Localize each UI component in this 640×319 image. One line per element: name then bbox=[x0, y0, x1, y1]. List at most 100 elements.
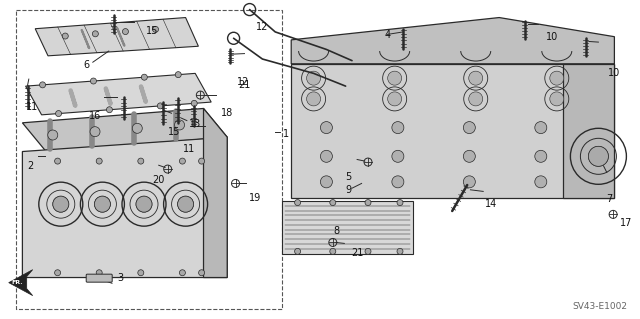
Circle shape bbox=[535, 176, 547, 188]
Circle shape bbox=[463, 176, 476, 188]
Circle shape bbox=[198, 158, 205, 164]
Circle shape bbox=[96, 158, 102, 164]
Text: 2: 2 bbox=[28, 161, 34, 171]
Polygon shape bbox=[291, 18, 614, 64]
Circle shape bbox=[550, 71, 564, 85]
Text: 11: 11 bbox=[26, 102, 38, 112]
Text: 16: 16 bbox=[88, 111, 101, 121]
Circle shape bbox=[392, 176, 404, 188]
Circle shape bbox=[535, 150, 547, 162]
Polygon shape bbox=[22, 108, 227, 152]
Text: 20: 20 bbox=[152, 175, 165, 185]
Circle shape bbox=[54, 158, 61, 164]
Text: 1: 1 bbox=[283, 129, 289, 139]
Text: FR.: FR. bbox=[11, 280, 22, 285]
Circle shape bbox=[179, 158, 186, 164]
Text: 18: 18 bbox=[221, 108, 234, 118]
Text: 19: 19 bbox=[248, 193, 261, 203]
Polygon shape bbox=[26, 73, 211, 115]
Circle shape bbox=[92, 31, 99, 37]
Circle shape bbox=[392, 150, 404, 162]
Circle shape bbox=[397, 200, 403, 205]
Circle shape bbox=[307, 71, 321, 85]
Circle shape bbox=[365, 200, 371, 205]
Circle shape bbox=[388, 92, 402, 106]
Circle shape bbox=[550, 92, 564, 106]
Circle shape bbox=[136, 196, 152, 212]
Circle shape bbox=[321, 150, 332, 162]
Circle shape bbox=[90, 127, 100, 137]
Polygon shape bbox=[35, 18, 198, 56]
Text: 13: 13 bbox=[189, 119, 202, 129]
Text: 12: 12 bbox=[256, 22, 269, 32]
FancyArrowPatch shape bbox=[116, 27, 124, 46]
Circle shape bbox=[294, 200, 301, 205]
Circle shape bbox=[588, 146, 609, 166]
Text: 21: 21 bbox=[238, 79, 251, 90]
Text: 5: 5 bbox=[346, 172, 352, 182]
Circle shape bbox=[141, 74, 147, 80]
Text: 8: 8 bbox=[333, 226, 339, 236]
FancyBboxPatch shape bbox=[86, 274, 112, 282]
Text: 4: 4 bbox=[384, 30, 390, 40]
Circle shape bbox=[463, 122, 476, 134]
Circle shape bbox=[132, 123, 142, 133]
Circle shape bbox=[463, 150, 476, 162]
Circle shape bbox=[40, 82, 45, 88]
Text: 17: 17 bbox=[620, 218, 632, 228]
Circle shape bbox=[294, 249, 301, 254]
Circle shape bbox=[95, 196, 111, 212]
Circle shape bbox=[198, 270, 205, 276]
Circle shape bbox=[106, 107, 113, 113]
Circle shape bbox=[388, 71, 402, 85]
Polygon shape bbox=[22, 137, 227, 278]
Circle shape bbox=[307, 92, 321, 106]
Circle shape bbox=[175, 72, 181, 78]
Circle shape bbox=[122, 29, 129, 34]
Polygon shape bbox=[563, 64, 614, 198]
Polygon shape bbox=[291, 64, 614, 198]
Circle shape bbox=[191, 100, 197, 106]
Text: 9: 9 bbox=[346, 185, 352, 195]
Circle shape bbox=[138, 158, 144, 164]
Text: 15: 15 bbox=[145, 26, 158, 36]
Text: 14: 14 bbox=[485, 198, 498, 209]
Text: 11: 11 bbox=[182, 144, 195, 154]
Polygon shape bbox=[282, 201, 413, 254]
Polygon shape bbox=[9, 270, 33, 296]
Text: 12: 12 bbox=[237, 77, 250, 87]
Circle shape bbox=[330, 200, 336, 205]
Circle shape bbox=[468, 92, 483, 106]
Circle shape bbox=[179, 270, 186, 276]
Circle shape bbox=[321, 176, 332, 188]
Circle shape bbox=[96, 270, 102, 276]
Circle shape bbox=[157, 103, 163, 109]
FancyArrowPatch shape bbox=[81, 30, 89, 48]
Circle shape bbox=[152, 26, 159, 32]
Circle shape bbox=[330, 249, 336, 254]
Text: 10: 10 bbox=[545, 32, 558, 42]
FancyArrowPatch shape bbox=[106, 88, 111, 104]
Circle shape bbox=[138, 270, 144, 276]
Text: SV43-E1002: SV43-E1002 bbox=[572, 302, 627, 311]
Text: 10: 10 bbox=[608, 68, 621, 78]
Text: 7: 7 bbox=[606, 194, 612, 204]
Circle shape bbox=[178, 196, 193, 212]
Text: 21: 21 bbox=[351, 248, 364, 258]
Circle shape bbox=[535, 122, 547, 134]
Text: 6: 6 bbox=[83, 60, 90, 70]
Circle shape bbox=[62, 33, 68, 39]
FancyArrowPatch shape bbox=[70, 90, 76, 106]
Circle shape bbox=[175, 120, 184, 130]
Text: 15: 15 bbox=[168, 127, 180, 137]
Circle shape bbox=[48, 130, 58, 140]
Circle shape bbox=[365, 249, 371, 254]
Circle shape bbox=[468, 71, 483, 85]
Circle shape bbox=[321, 122, 332, 134]
Circle shape bbox=[397, 249, 403, 254]
Text: 3: 3 bbox=[117, 272, 124, 283]
Circle shape bbox=[56, 111, 61, 116]
Circle shape bbox=[90, 78, 97, 84]
Circle shape bbox=[52, 196, 69, 212]
Polygon shape bbox=[204, 108, 227, 278]
